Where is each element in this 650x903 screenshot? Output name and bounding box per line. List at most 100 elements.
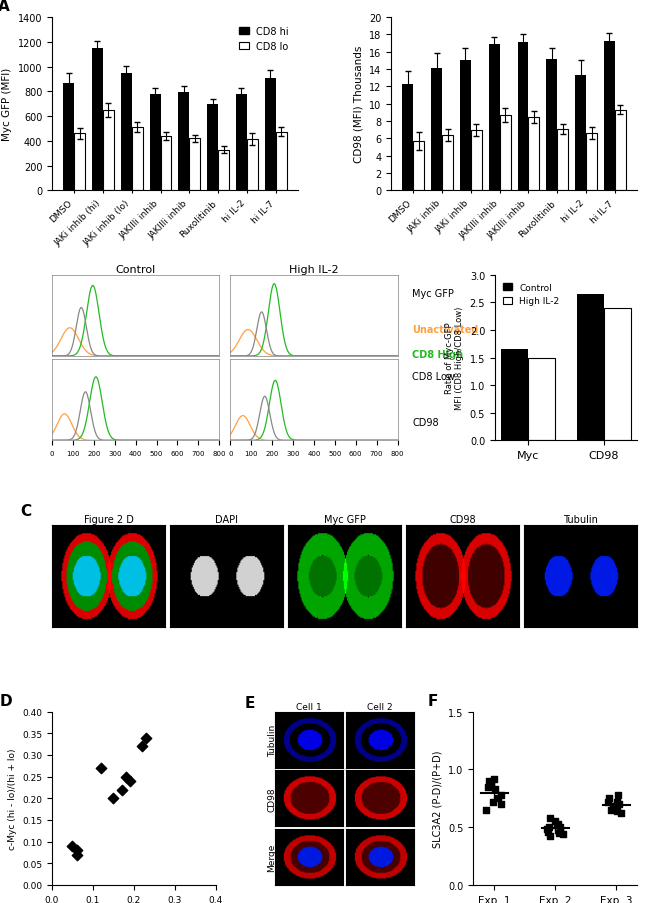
Text: CD8 Low: CD8 Low bbox=[412, 371, 455, 381]
Text: E: E bbox=[244, 695, 255, 711]
Bar bbox=[402, 85, 413, 191]
Text: CD98: CD98 bbox=[412, 418, 439, 428]
Point bbox=[489, 771, 499, 786]
Point bbox=[67, 839, 77, 853]
Bar bbox=[604, 42, 615, 191]
Bar bbox=[528, 117, 539, 191]
Bar bbox=[575, 76, 586, 191]
Legend: Control, High IL-2: Control, High IL-2 bbox=[499, 280, 563, 310]
Bar bbox=[103, 111, 114, 191]
Y-axis label: CD98: CD98 bbox=[268, 787, 277, 811]
Point bbox=[616, 806, 626, 821]
Bar bbox=[528, 358, 554, 441]
Point bbox=[108, 791, 118, 805]
Point bbox=[612, 795, 622, 809]
Text: F: F bbox=[427, 693, 437, 708]
Bar bbox=[121, 74, 132, 191]
Title: Myc GFP: Myc GFP bbox=[324, 515, 365, 525]
Point bbox=[484, 774, 494, 788]
Point bbox=[488, 795, 499, 809]
Bar bbox=[265, 79, 276, 191]
Point bbox=[608, 799, 619, 814]
Title: Cell 1: Cell 1 bbox=[296, 702, 322, 711]
Point bbox=[481, 803, 491, 817]
Point bbox=[125, 774, 135, 788]
Point bbox=[545, 829, 556, 843]
Point bbox=[495, 787, 506, 802]
Bar bbox=[501, 349, 528, 441]
Y-axis label: c-Myc (hi - lo)/(hi + lo): c-Myc (hi - lo)/(hi + lo) bbox=[8, 748, 17, 849]
Bar bbox=[92, 49, 103, 191]
Bar bbox=[218, 151, 229, 191]
Bar bbox=[604, 309, 630, 441]
Bar bbox=[63, 84, 74, 191]
Y-axis label: Merge: Merge bbox=[268, 842, 277, 871]
Bar bbox=[150, 95, 161, 191]
Point bbox=[541, 823, 552, 837]
Point bbox=[141, 731, 151, 745]
Title: Tubulin: Tubulin bbox=[563, 515, 598, 525]
Point bbox=[558, 827, 568, 842]
Bar bbox=[489, 45, 500, 191]
Point bbox=[493, 791, 503, 805]
Bar bbox=[471, 131, 482, 191]
Point bbox=[612, 804, 623, 818]
Point bbox=[607, 799, 618, 814]
Bar bbox=[557, 130, 568, 191]
Bar bbox=[500, 116, 511, 191]
Point bbox=[552, 818, 563, 833]
Point bbox=[543, 824, 553, 839]
Point bbox=[96, 761, 107, 776]
Y-axis label: Tubulin: Tubulin bbox=[268, 724, 277, 756]
Title: High IL-2: High IL-2 bbox=[289, 265, 339, 275]
Bar bbox=[577, 294, 604, 441]
Y-axis label: CD98 (MFI) Thousands: CD98 (MFI) Thousands bbox=[354, 46, 363, 163]
Bar bbox=[247, 140, 258, 191]
Title: DAPI: DAPI bbox=[215, 515, 238, 525]
Point bbox=[72, 847, 82, 861]
Text: C: C bbox=[20, 503, 31, 518]
Text: Myc GFP: Myc GFP bbox=[412, 289, 454, 299]
Bar bbox=[586, 134, 597, 191]
Bar bbox=[442, 135, 453, 191]
Bar bbox=[178, 93, 189, 191]
Text: Unactivated: Unactivated bbox=[412, 325, 478, 335]
Point bbox=[554, 820, 565, 834]
Bar bbox=[460, 61, 471, 191]
Y-axis label: Myc GFP (MFI): Myc GFP (MFI) bbox=[2, 68, 12, 141]
Point bbox=[604, 791, 614, 805]
Point bbox=[614, 797, 624, 812]
Point bbox=[554, 824, 565, 838]
Point bbox=[486, 777, 496, 791]
Bar bbox=[517, 43, 528, 191]
Point bbox=[496, 797, 506, 812]
Bar bbox=[207, 105, 218, 191]
Bar bbox=[236, 96, 247, 191]
Text: A: A bbox=[0, 0, 10, 14]
Text: CD8 High: CD8 High bbox=[412, 349, 463, 360]
Bar bbox=[74, 135, 85, 191]
Point bbox=[603, 795, 614, 809]
Title: Figure 2 D: Figure 2 D bbox=[84, 515, 134, 525]
Y-axis label: SLC3A2 (P-D)/(P+D): SLC3A2 (P-D)/(P+D) bbox=[432, 749, 443, 847]
Text: D: D bbox=[0, 693, 12, 708]
Point bbox=[545, 811, 555, 825]
Title: Cell 2: Cell 2 bbox=[367, 702, 393, 711]
Bar bbox=[132, 128, 142, 191]
Bar bbox=[189, 139, 200, 191]
Legend: CD8 hi, CD8 lo: CD8 hi, CD8 lo bbox=[235, 23, 293, 55]
Point bbox=[489, 782, 500, 796]
Point bbox=[137, 740, 148, 754]
Point bbox=[553, 816, 564, 831]
Point bbox=[614, 787, 624, 802]
Bar bbox=[276, 133, 287, 191]
Bar bbox=[413, 142, 424, 191]
Bar bbox=[547, 60, 557, 191]
Bar bbox=[431, 70, 442, 191]
Bar bbox=[615, 111, 626, 191]
Point bbox=[482, 779, 493, 794]
Point bbox=[606, 803, 616, 817]
Y-axis label: Ratio of Myc-GFP
MFI (CD8 High/CD8 Low): Ratio of Myc-GFP MFI (CD8 High/CD8 Low) bbox=[445, 306, 464, 410]
Point bbox=[550, 815, 560, 829]
Point bbox=[120, 769, 131, 784]
